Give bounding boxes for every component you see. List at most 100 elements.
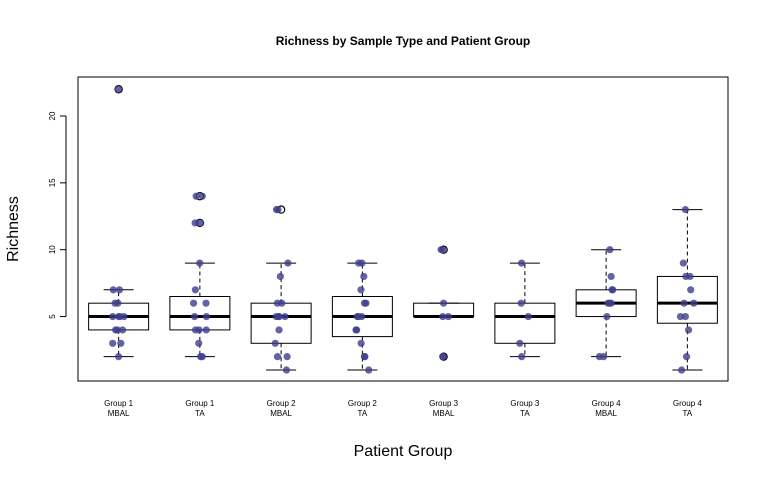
data-point <box>189 299 198 307</box>
data-point <box>282 366 291 374</box>
x-tick-label: Group 4 <box>592 399 621 408</box>
data-point <box>197 219 205 227</box>
data-point <box>271 339 279 347</box>
data-point <box>114 85 123 93</box>
data-point <box>275 326 283 334</box>
x-tick-label: Group 1 <box>104 399 133 408</box>
data-point <box>365 366 373 374</box>
y-axis-title: Richness <box>5 196 22 262</box>
data-point <box>681 205 689 214</box>
data-point <box>680 299 688 307</box>
data-point <box>272 205 281 214</box>
x-tick-label: Group 3 <box>510 399 539 408</box>
data-point <box>686 272 694 281</box>
data-point <box>116 312 124 321</box>
y-tick-label: 20 <box>48 111 57 120</box>
x-tick-label: Group 2 <box>348 399 377 408</box>
chart-title: Richness by Sample Type and Patient Grou… <box>276 34 531 48</box>
data-point <box>360 353 369 361</box>
data-point <box>682 353 691 361</box>
data-point <box>273 353 282 361</box>
data-point <box>607 272 615 281</box>
data-point <box>439 299 448 307</box>
data-point <box>687 286 695 294</box>
data-point <box>600 353 608 361</box>
data-point <box>608 286 616 294</box>
data-point <box>684 326 693 334</box>
boxes-layer <box>88 85 718 371</box>
x-tick-label: Group 1 <box>185 399 214 408</box>
data-point <box>198 353 206 361</box>
box-iqr <box>494 302 556 344</box>
points-layer <box>109 85 698 374</box>
data-point <box>191 219 199 227</box>
data-point <box>352 326 360 334</box>
x-tick-label: TA <box>358 409 368 418</box>
data-point <box>278 299 286 307</box>
box-iqr <box>169 295 231 331</box>
data-point <box>191 286 199 294</box>
data-point <box>681 312 690 321</box>
data-point <box>690 299 698 307</box>
data-point <box>112 326 120 334</box>
data-point <box>202 299 210 307</box>
data-point <box>202 326 210 334</box>
x-axis-title: Patient Group <box>354 443 453 460</box>
x-tick-label: MBAL <box>433 409 455 418</box>
data-point <box>439 353 447 361</box>
y-tick-label: 5 <box>48 314 57 319</box>
data-point <box>355 259 363 267</box>
data-point <box>114 299 122 307</box>
data-point <box>190 312 199 321</box>
x-tick-label: Group 2 <box>267 399 296 408</box>
y-tick-label: 10 <box>48 245 57 254</box>
data-point <box>357 286 365 294</box>
data-point <box>439 246 447 254</box>
data-point <box>676 312 685 321</box>
data-point <box>284 259 292 267</box>
data-point <box>118 326 127 334</box>
data-point <box>360 299 369 307</box>
data-point <box>439 312 447 321</box>
plot-frame <box>77 76 729 382</box>
data-point <box>444 312 452 321</box>
y-axis: 5 10 15 20 <box>48 111 67 319</box>
data-point <box>518 353 526 361</box>
x-tick-label: MBAL <box>108 409 130 418</box>
y-tick-label: 15 <box>48 178 57 187</box>
data-point <box>195 339 203 347</box>
data-point <box>517 299 525 307</box>
data-point <box>357 339 365 347</box>
x-tick-label: Group 4 <box>673 399 702 408</box>
x-tick-label: TA <box>520 409 530 418</box>
data-point <box>275 312 283 321</box>
x-tick-label: TA <box>683 409 693 418</box>
box-3 <box>250 205 312 371</box>
data-point <box>283 353 291 361</box>
data-point <box>358 312 366 321</box>
data-point <box>604 299 612 307</box>
data-point <box>276 272 284 281</box>
data-point <box>198 192 206 200</box>
data-point <box>115 353 123 361</box>
data-point <box>109 286 117 294</box>
data-point <box>678 366 686 374</box>
box-6 <box>494 262 556 358</box>
data-point <box>281 312 289 321</box>
data-point <box>191 326 200 334</box>
x-tick-label: MBAL <box>595 409 617 418</box>
x-tick-label: MBAL <box>270 409 292 418</box>
data-point <box>117 339 125 347</box>
data-point <box>196 259 204 267</box>
data-point <box>516 339 524 347</box>
data-point <box>192 192 200 200</box>
data-point <box>606 246 614 254</box>
data-point <box>115 286 124 294</box>
data-point <box>109 312 117 321</box>
data-point <box>517 259 526 267</box>
data-point <box>360 272 368 281</box>
x-tick-label: Group 3 <box>429 399 458 408</box>
box-iqr <box>250 302 312 344</box>
